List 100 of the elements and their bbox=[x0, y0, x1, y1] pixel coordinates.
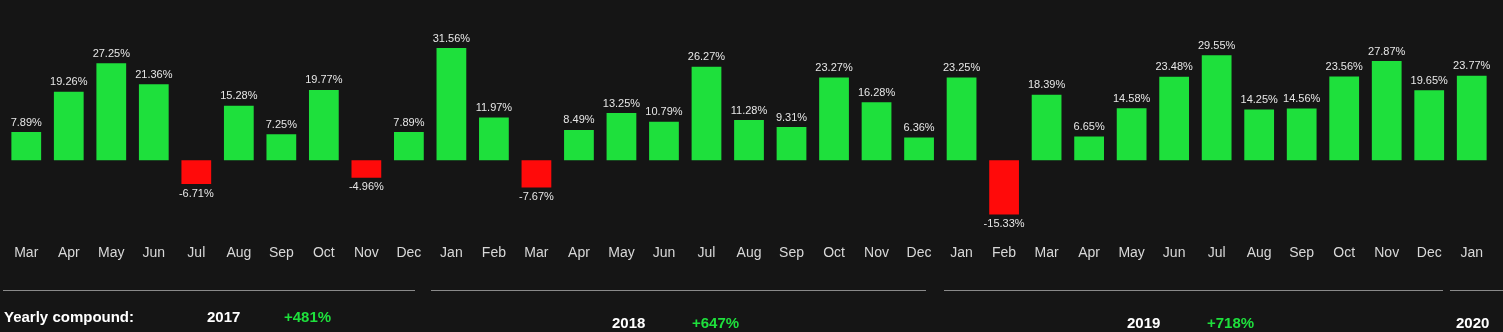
x-tick-label: Jan bbox=[440, 244, 463, 261]
bar bbox=[266, 134, 297, 161]
text: +647% bbox=[692, 314, 740, 331]
x-tick-label: Apr bbox=[1078, 244, 1101, 261]
x-tick-label: Oct bbox=[312, 244, 335, 261]
bar bbox=[1414, 90, 1445, 161]
data-label: 23.56% bbox=[1325, 59, 1364, 72]
bar bbox=[1329, 76, 1360, 161]
data-label: 10.79% bbox=[645, 105, 683, 118]
bar bbox=[96, 63, 127, 161]
data-label: 14.25% bbox=[1240, 93, 1279, 106]
x-tick-label: Mar bbox=[14, 244, 39, 261]
x-tick-label: Sep bbox=[1289, 244, 1315, 261]
x-tick-label: Apr bbox=[568, 244, 591, 261]
data-label: -6.71% bbox=[178, 186, 214, 199]
x-tick-label: Jan bbox=[1460, 244, 1484, 261]
bar bbox=[521, 160, 552, 188]
x-tick-label: Oct bbox=[1333, 244, 1356, 261]
bar bbox=[138, 84, 169, 161]
data-label: 19.65% bbox=[1410, 73, 1449, 86]
bar bbox=[53, 91, 84, 161]
data-label: 29.55% bbox=[1198, 38, 1236, 51]
data-label: 14.56% bbox=[1283, 91, 1321, 104]
x-tick-label: May bbox=[608, 244, 635, 261]
data-label: 6.65% bbox=[1073, 120, 1105, 133]
data-label: 9.31% bbox=[775, 110, 808, 123]
data-label: 15.28% bbox=[220, 89, 258, 102]
x-tick-label: Jun bbox=[652, 244, 676, 261]
bar bbox=[351, 160, 382, 178]
text: 2020 bbox=[1456, 314, 1490, 331]
x-tick-label: Aug bbox=[736, 244, 762, 261]
x-tick-label: Sep bbox=[268, 244, 295, 261]
text: +481% bbox=[284, 308, 332, 325]
text: +718% bbox=[1207, 314, 1255, 331]
data-label: 16.28% bbox=[857, 85, 896, 98]
bar bbox=[1244, 109, 1275, 161]
data-label: 8.49% bbox=[563, 113, 595, 126]
x-tick-label: Jun bbox=[1162, 244, 1186, 261]
data-label: 21.36% bbox=[135, 67, 173, 80]
data-label: 23.27% bbox=[815, 60, 853, 73]
bar bbox=[181, 160, 212, 184]
data-label: 13.25% bbox=[602, 96, 641, 109]
x-tick-label: Aug bbox=[226, 244, 252, 261]
data-label: 26.27% bbox=[687, 50, 726, 63]
bar bbox=[436, 47, 467, 161]
data-label: 7.89% bbox=[393, 115, 425, 128]
text: 2017 bbox=[207, 308, 241, 325]
data-label: -15.33% bbox=[983, 217, 1025, 230]
data-label: 7.25% bbox=[265, 117, 298, 130]
bar bbox=[606, 113, 637, 161]
bar bbox=[819, 77, 849, 161]
x-tick-label: Feb bbox=[481, 244, 507, 261]
bar bbox=[1159, 76, 1190, 161]
bar bbox=[11, 132, 42, 161]
data-label: 27.25% bbox=[92, 46, 131, 59]
x-tick-label: Dec bbox=[906, 244, 932, 261]
data-label: 23.48% bbox=[1155, 60, 1194, 73]
bar bbox=[479, 117, 509, 161]
x-tick-label: Mar bbox=[1034, 244, 1059, 261]
data-label: 11.97% bbox=[475, 101, 513, 114]
bar bbox=[649, 121, 679, 161]
x-tick-label: Sep bbox=[779, 244, 805, 261]
bar bbox=[223, 105, 254, 161]
x-tick-label: Nov bbox=[864, 244, 889, 261]
text: Yearly compound: bbox=[4, 308, 135, 325]
x-tick-label: May bbox=[1118, 244, 1145, 261]
data-label: 7.89% bbox=[10, 115, 43, 128]
data-label: 27.87% bbox=[1368, 44, 1406, 57]
bar bbox=[691, 66, 722, 161]
data-label: 6.36% bbox=[903, 121, 935, 134]
x-tick-label: Feb bbox=[992, 244, 1017, 261]
data-label: -7.67% bbox=[519, 189, 555, 202]
bar bbox=[1286, 108, 1317, 161]
bar bbox=[989, 160, 1019, 215]
x-tick-label: Nov bbox=[353, 244, 379, 261]
bar bbox=[394, 132, 424, 161]
x-tick-label: Jul bbox=[187, 244, 206, 261]
data-label: 19.26% bbox=[50, 75, 88, 88]
data-label: 11.28% bbox=[730, 103, 768, 116]
bar bbox=[904, 137, 934, 161]
bar bbox=[1371, 61, 1402, 161]
bar bbox=[1031, 94, 1062, 161]
bar bbox=[776, 127, 807, 161]
data-label: 23.77% bbox=[1453, 59, 1491, 72]
x-tick-label: Jul bbox=[697, 244, 716, 261]
data-label: -4.96% bbox=[348, 180, 385, 193]
x-tick-label: Jun bbox=[142, 244, 166, 261]
data-label: 19.77% bbox=[305, 73, 343, 86]
x-tick-label: Nov bbox=[1374, 244, 1400, 261]
bar bbox=[1116, 108, 1147, 161]
x-tick-label: Mar bbox=[524, 244, 549, 261]
data-label: 31.56% bbox=[432, 31, 471, 44]
bar bbox=[564, 129, 594, 161]
x-tick-label: Oct bbox=[823, 244, 846, 261]
x-tick-label: Apr bbox=[57, 244, 80, 261]
bar bbox=[1456, 75, 1487, 161]
x-tick-label: Aug bbox=[1246, 244, 1272, 261]
bar bbox=[861, 102, 892, 161]
bar bbox=[946, 77, 977, 161]
x-tick-label: Dec bbox=[1416, 244, 1442, 261]
